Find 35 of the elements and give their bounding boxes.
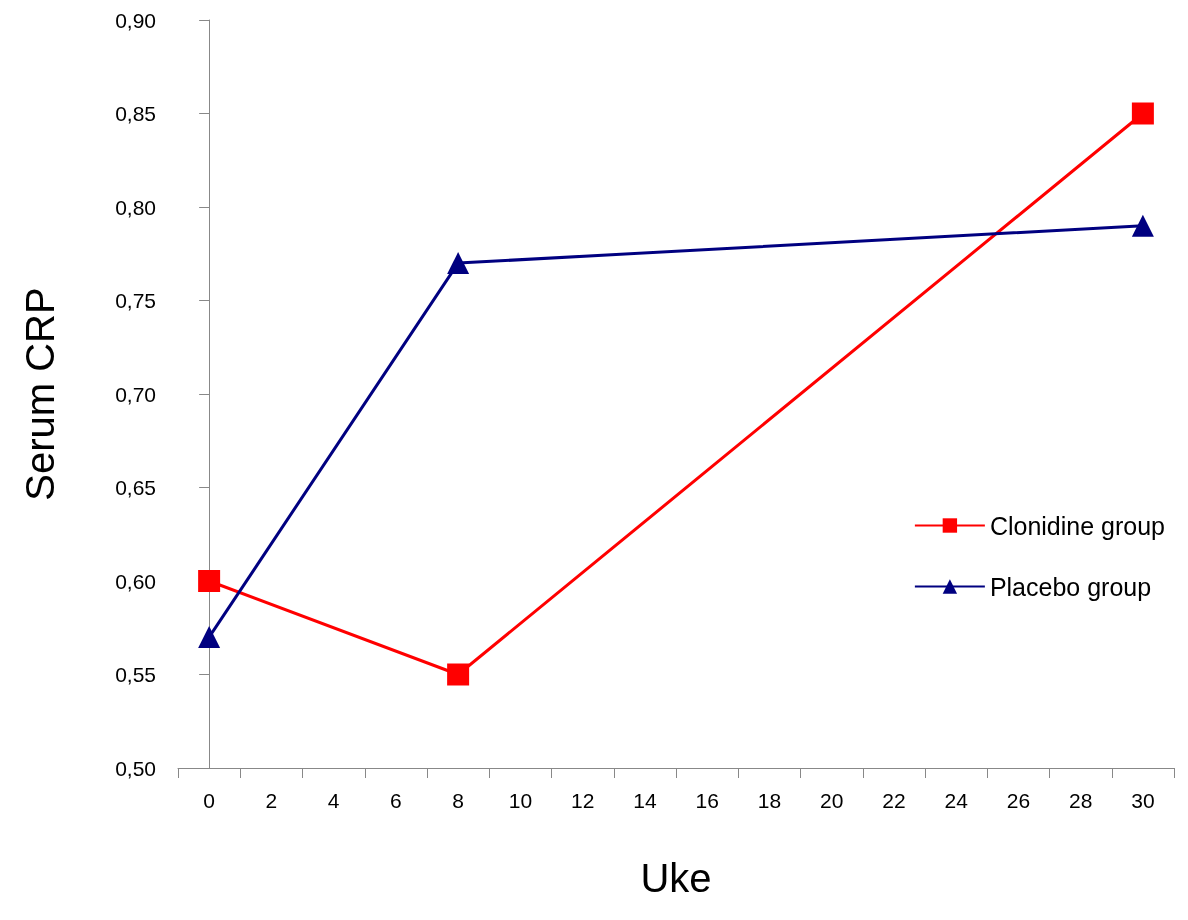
y-tick-label: 0,90 [115, 8, 156, 32]
y-tick-label: 0,50 [115, 756, 156, 780]
y-tick-label: 0,65 [115, 476, 156, 499]
y-tick-label: 0,85 [115, 102, 156, 125]
point [447, 252, 470, 275]
x-tick-label: 26 [1006, 789, 1031, 812]
x-tick-label: 14 [633, 789, 657, 812]
point [1131, 214, 1154, 237]
x-tick-label: 12 [570, 789, 595, 812]
x-tick-label: 10 [508, 789, 533, 812]
x-tick-label: 16 [695, 789, 719, 812]
y-tick-label: 0,55 [115, 663, 156, 686]
point [198, 570, 221, 592]
y-axis-title: Serum CRP [18, 287, 62, 501]
y-tick-label: 0,70 [115, 382, 156, 406]
x-tick-label: 30 [1131, 789, 1155, 812]
point [447, 663, 470, 686]
x-tick-label: 6 [390, 789, 402, 812]
legend-label: Clonidine group [989, 511, 1165, 540]
point [1131, 102, 1154, 125]
x-tick-label: 8 [452, 789, 464, 812]
y-tick-label: 0,75 [115, 289, 156, 312]
x-tick-label: 0 [203, 789, 215, 812]
x-tick-label: 20 [819, 789, 844, 812]
x-tick-label: 28 [1068, 789, 1093, 812]
x-axis-title: Uke [640, 856, 712, 900]
y-tick-label: 0,80 [115, 195, 156, 219]
x-tick-label: 24 [944, 789, 969, 812]
point [198, 626, 221, 649]
x-tick-label: 2 [265, 789, 278, 812]
y-tick-label: 0,60 [115, 569, 156, 593]
x-tick-label: 18 [757, 789, 782, 812]
x-tick-label: 4 [327, 789, 340, 812]
legend-label: Placebo group [989, 572, 1152, 601]
x-tick-label: 22 [882, 789, 906, 812]
